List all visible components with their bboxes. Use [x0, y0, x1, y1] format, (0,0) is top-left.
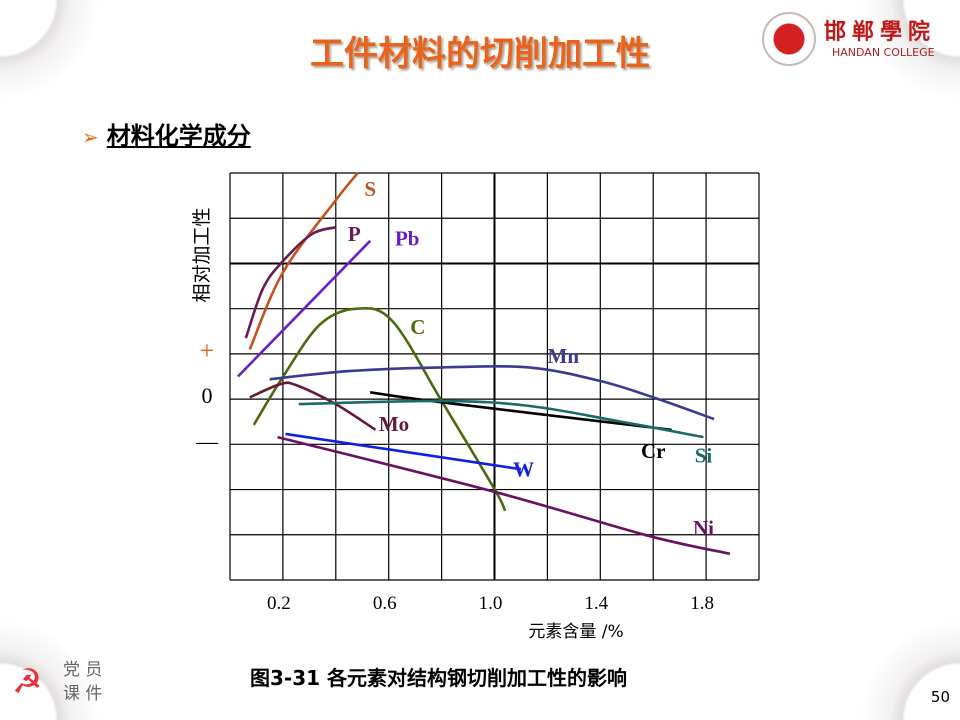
series-label-c: C	[410, 315, 425, 339]
ornament-top-left	[0, 0, 120, 120]
x-tick-label: 1.4	[584, 593, 608, 614]
curve-mn	[269, 365, 715, 421]
chart-curves	[237, 172, 731, 556]
x-tick-label: 1.0	[479, 593, 503, 614]
college-seal-icon	[762, 12, 816, 66]
curve-ni	[277, 435, 731, 556]
party-courseware-badge: ☭ 党 员课 件	[8, 656, 108, 708]
curve-mo	[249, 381, 377, 431]
chart-labels: SP Pb C Mn Mo Cr Si W Ni	[348, 177, 714, 540]
curve-cr	[370, 391, 672, 432]
college-logo: 邯郸學院 HANDAN COLLEGE	[762, 12, 952, 66]
hammer-sickle-icon: ☭	[12, 662, 43, 702]
ornament-bottom-left	[0, 600, 120, 720]
y-axis-label: 相对加工性	[191, 207, 213, 302]
series-label-mn: Mn	[548, 344, 580, 368]
curve-pb	[237, 239, 372, 378]
y-tick-label: —	[195, 428, 219, 453]
chart-ticks: 0.2 0.6 1.0 1.4 1.8 +0 —	[195, 336, 714, 614]
series-label-p: P	[348, 222, 361, 246]
y-tick-label: +	[200, 336, 215, 365]
y-tick-label: 0	[202, 383, 213, 408]
series-label-cr: Cr	[641, 439, 666, 463]
x-tick-label: 1.8	[690, 593, 714, 614]
curve-p	[244, 225, 337, 339]
curve-s	[248, 172, 359, 350]
badge-line-2: 课 件	[63, 684, 103, 704]
series-label-s: S	[364, 177, 376, 201]
logo-english: HANDAN COLLEGE	[832, 46, 935, 59]
series-label-mo: Mo	[379, 412, 409, 436]
series-label-w: W	[513, 457, 534, 481]
ornament-bottom-right	[840, 600, 960, 720]
logo-chinese: 邯郸學院	[824, 20, 937, 45]
bullet-text: 材料化学成分	[106, 122, 251, 150]
x-axis-label: 元素含量 /%	[528, 622, 623, 642]
x-tick-label: 0.2	[267, 593, 291, 614]
slide-title: 工件材料的切削加工性	[310, 34, 650, 74]
x-tick-label: 0.6	[373, 593, 397, 614]
page-number: 50	[930, 688, 950, 706]
curve-c	[252, 306, 507, 512]
bullet-heading: ➢ 材料化学成分	[82, 116, 251, 151]
badge-line-1: 党 员	[63, 660, 103, 680]
series-label-si: Si	[695, 444, 713, 468]
curve-w	[285, 432, 522, 471]
figure-caption: 图3-31 各元素对结构钢切削加工性的影响	[250, 666, 628, 690]
arrow-bullet-icon: ➢	[82, 125, 99, 149]
ornament-top-right	[840, 0, 960, 120]
series-label-ni: Ni	[693, 516, 714, 540]
curve-si	[298, 399, 704, 439]
series-label-pb: Pb	[395, 227, 420, 251]
